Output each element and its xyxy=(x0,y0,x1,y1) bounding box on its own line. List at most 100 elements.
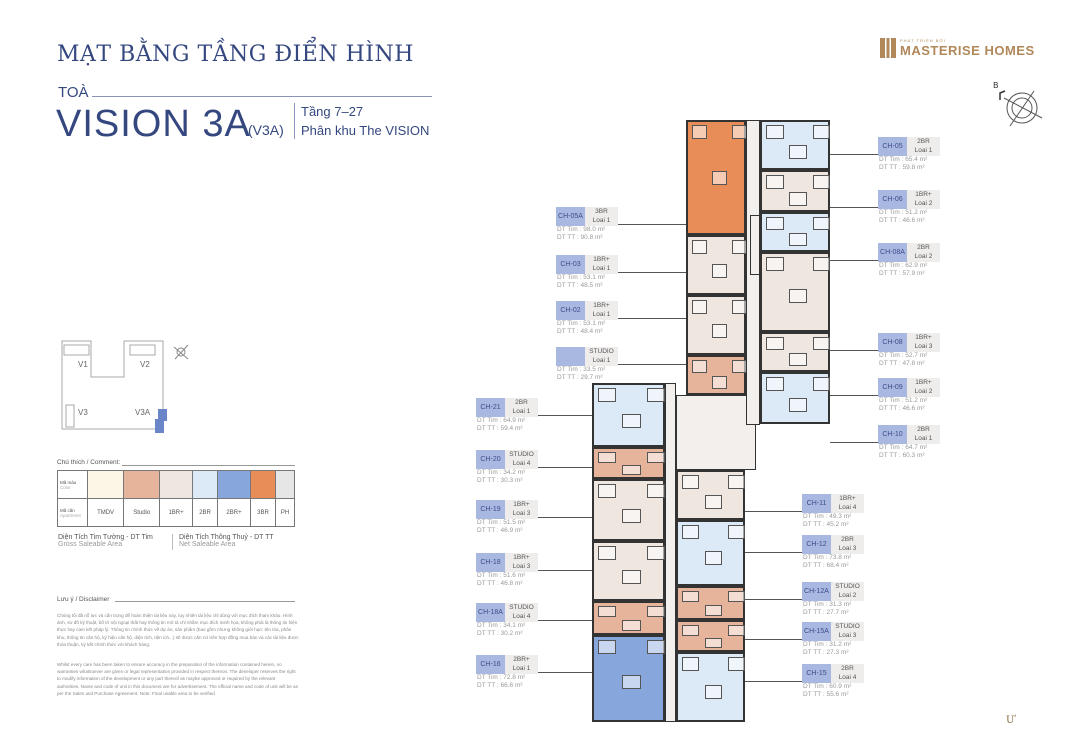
legend-swatch xyxy=(275,470,295,499)
room-furniture xyxy=(732,125,747,139)
unit-block[interactable] xyxy=(760,252,831,332)
unit-block[interactable] xyxy=(592,479,665,541)
legend-swatch xyxy=(86,470,125,499)
legend-label: PH xyxy=(275,498,295,527)
unit-block[interactable] xyxy=(760,212,831,252)
unit-type: 1BR+ xyxy=(915,191,932,198)
unit-label[interactable]: CH-08 1BR+ Loai 3 DT Tim : 52.7 m² DT TT :… xyxy=(878,333,940,368)
unit-label[interactable]: CH-10 2BR Loai 1 DT Tim : 64.7 m² DT TT : … xyxy=(878,425,940,460)
unit-dt-tim: DT Tim : 62.9 m² xyxy=(879,262,928,269)
unit-code: CH-16 xyxy=(476,655,505,674)
unit-label[interactable]: CH-05 2BR Loai 1 DT Tim : 65.4 m² DT TT : … xyxy=(878,137,940,172)
unit-block[interactable] xyxy=(592,447,665,479)
unit-block[interactable] xyxy=(686,295,747,355)
unit-dt-tt: DT TT : 60.3 m² xyxy=(879,452,925,459)
unit-block[interactable] xyxy=(592,635,665,722)
unit-label[interactable]: CH-12A STUDIO Loai 2 DT Tim : 31.3 m² DT T… xyxy=(802,582,864,617)
unit-code: CH-10 xyxy=(878,425,907,444)
divider xyxy=(115,601,295,602)
unit-code xyxy=(556,347,585,366)
unit-label[interactable]: CH-18 1BR+ Loai 3 DT Tim : 51.6 m² DT TT :… xyxy=(476,553,538,588)
unit-dt-tim: DT Tim : 72.8 m² xyxy=(477,674,526,681)
unit-label[interactable]: CH-15A STUDIO Loai 3 DT Tim : 31.2 m² DT T… xyxy=(802,622,864,657)
unit-block[interactable] xyxy=(676,470,746,520)
unit-label[interactable]: CH-09 1BR+ Loai 2 DT Tim : 51.2 m² DT TT :… xyxy=(878,378,940,413)
leader-line xyxy=(538,467,592,468)
unit-block[interactable] xyxy=(760,372,831,424)
unit-label[interactable]: CH-03 1BR+ Loai 1 DT Tim : 53.1 m² DT TT :… xyxy=(556,255,618,290)
unit-block[interactable] xyxy=(592,601,665,635)
room-furniture xyxy=(812,337,831,351)
unit-code: CH-15 xyxy=(802,664,831,683)
unit-label[interactable]: CH-21 2BR Loai 1 DT Tim : 64.9 m² DT TT : … xyxy=(476,398,538,433)
compass-north-label: B xyxy=(993,81,999,90)
unit-label[interactable]: CH-08A 2BR Loai 2 DT Tim : 62.9 m² DT TT :… xyxy=(878,243,940,278)
unit-block[interactable] xyxy=(592,383,665,447)
unit-block[interactable] xyxy=(592,541,665,601)
unit-label[interactable]: CH-15 2BR Loai 4 DT Tim : 60.9 m² DT TT : … xyxy=(802,664,864,699)
room-furniture xyxy=(789,191,807,206)
brand-logo: PHÁT TRIỂN BỞI MASTERISE HOMES xyxy=(880,38,1035,58)
unit-type: 1BR+ xyxy=(593,302,610,309)
unit-type: 3BR xyxy=(595,208,608,215)
leader-line xyxy=(618,224,686,225)
legend-label: 3BR xyxy=(249,498,277,527)
unit-type: STUDIO xyxy=(589,348,614,355)
room-furniture xyxy=(598,452,617,463)
unit-dt-tt: DT TT : 59.4 m² xyxy=(477,425,523,432)
unit-block[interactable] xyxy=(676,586,746,620)
unit-block[interactable] xyxy=(676,620,746,652)
unit-dt-tt: DT TT : 68.4 m² xyxy=(803,562,849,569)
unit-label[interactable]: CH-19 1BR+ Loai 3 DT Tim : 51.5 m² DT TT :… xyxy=(476,500,538,535)
room-furniture xyxy=(682,475,700,489)
room-furniture xyxy=(766,257,784,271)
unit-block[interactable] xyxy=(686,120,747,235)
unit-block[interactable] xyxy=(760,332,831,372)
unit-label[interactable]: CH-02 1BR+ Loai 1 DT Tim : 53.1 m² DT TT :… xyxy=(556,301,618,336)
unit-label[interactable]: CH-06 1BR+ Loai 2 DT Tim : 51.2 m² DT TT :… xyxy=(878,190,940,225)
floor-range: Tầng 7–27 xyxy=(301,104,364,119)
unit-label[interactable]: CH-20 STUDIO Loai 4 DT Tim : 34.2 m² DT TT… xyxy=(476,450,538,485)
unit-block[interactable] xyxy=(676,520,746,586)
room-furniture xyxy=(728,475,746,489)
legend-swatch xyxy=(123,470,161,499)
corner-mark-icon: Ư xyxy=(1006,715,1015,726)
room-furniture xyxy=(598,606,617,618)
room-furniture xyxy=(728,591,746,603)
unit-code: CH-18A xyxy=(476,603,505,622)
unit-dt-tim: DT Tim : 34.2 m² xyxy=(477,469,526,476)
unit-dt-tim: DT Tim : 64.7 m² xyxy=(879,444,928,451)
unit-label[interactable]: CH-05A 3BR Loai 1 DT Tim : 98.0 m² DT TT :… xyxy=(556,207,618,242)
leader-line xyxy=(745,639,802,640)
unit-block[interactable] xyxy=(760,170,831,212)
unit-dt-tt: DT TT : 46.6 m² xyxy=(879,217,925,224)
unit-label[interactable]: CH-12 2BR Loai 3 DT Tim : 73.8 m² DT TT : … xyxy=(802,535,864,570)
unit-dt-tt: DT TT : 55.6 m² xyxy=(803,691,849,698)
leader-line xyxy=(830,395,878,396)
unit-dt-tim: DT Tim : 73.8 m² xyxy=(803,554,852,561)
unit-block[interactable] xyxy=(760,120,831,170)
unit-block[interactable] xyxy=(676,652,746,722)
unit-dt-tim: DT Tim : 49.3 m² xyxy=(803,513,852,520)
unit-loai: Loai 3 xyxy=(838,545,857,552)
room-furniture xyxy=(682,525,700,539)
room-furniture xyxy=(732,240,747,254)
unit-dt-tt: DT TT : 30.2 m² xyxy=(477,630,523,637)
unit-label[interactable]: CH-18A STUDIO Loai 4 DT Tim : 34.1 m² DT T… xyxy=(476,603,538,638)
unit-label[interactable]: CH-11 1BR+ Loai 4 DT Tim : 49.3 m² DT TT :… xyxy=(802,494,864,529)
unit-block[interactable] xyxy=(686,355,747,395)
unit-dt-tt: DT TT : 46.6 m² xyxy=(879,405,925,412)
unit-dt-tt: DT TT : 30.3 m² xyxy=(477,477,523,484)
unit-type: 1BR+ xyxy=(915,334,932,341)
legend-label: TMDV xyxy=(86,498,125,527)
room-furniture xyxy=(789,397,807,412)
unit-label[interactable]: CH-16 2BR+ Loai 1 DT Tim : 72.8 m² DT TT :… xyxy=(476,655,538,690)
unit-loai: Loai 3 xyxy=(512,563,531,570)
leader-line xyxy=(830,207,878,208)
room-furniture xyxy=(766,377,784,391)
unit-block[interactable] xyxy=(686,235,747,295)
unit-dt-tim: DT Tim : 51.2 m² xyxy=(879,209,928,216)
unit-label[interactable]: STUDIO Loai 1 DT Tim : 33.5 m² DT TT : 29… xyxy=(556,347,618,382)
unit-type: 1BR+ xyxy=(915,379,932,386)
unit-type: 2BR+ xyxy=(513,656,530,663)
